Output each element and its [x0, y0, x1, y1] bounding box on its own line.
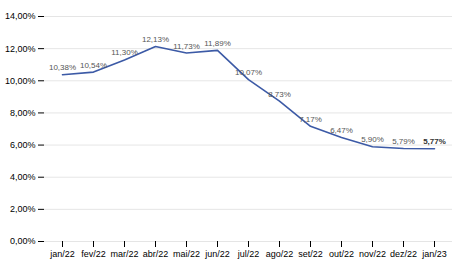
svg-text:jan/22: jan/22 — [49, 249, 75, 259]
svg-text:dez/22: dez/22 — [390, 249, 417, 259]
svg-text:jul/22: jul/22 — [237, 249, 260, 259]
svg-text:mai/22: mai/22 — [173, 249, 200, 259]
svg-text:10,00%: 10,00% — [5, 76, 36, 86]
svg-text:jan/23: jan/23 — [421, 249, 447, 259]
svg-text:8,00%: 8,00% — [10, 108, 36, 118]
svg-text:set/22: set/22 — [298, 249, 323, 259]
svg-text:5,77%: 5,77% — [423, 137, 446, 146]
svg-text:5,79%: 5,79% — [392, 137, 415, 146]
svg-text:11,30%: 11,30% — [111, 48, 138, 57]
svg-text:4,00%: 4,00% — [10, 172, 36, 182]
svg-text:12,00%: 12,00% — [5, 44, 36, 54]
svg-text:abr/22: abr/22 — [143, 249, 169, 259]
svg-text:mar/22: mar/22 — [110, 249, 138, 259]
svg-text:10,54%: 10,54% — [80, 61, 107, 70]
svg-text:6,00%: 6,00% — [10, 140, 36, 150]
svg-text:10,38%: 10,38% — [49, 63, 76, 72]
svg-text:14,00%: 14,00% — [5, 11, 36, 21]
svg-text:11,89%: 11,89% — [204, 39, 231, 48]
svg-text:5,90%: 5,90% — [361, 135, 384, 144]
svg-text:0,00%: 0,00% — [10, 236, 36, 246]
svg-text:jun/22: jun/22 — [204, 249, 230, 259]
svg-text:7,17%: 7,17% — [299, 115, 322, 124]
svg-text:8,73%: 8,73% — [268, 90, 291, 99]
svg-text:fev/22: fev/22 — [81, 249, 106, 259]
svg-text:11,73%: 11,73% — [173, 42, 200, 51]
svg-text:6,47%: 6,47% — [330, 126, 353, 135]
svg-text:out/22: out/22 — [329, 249, 354, 259]
svg-text:ago/22: ago/22 — [266, 249, 294, 259]
svg-text:nov/22: nov/22 — [359, 249, 386, 259]
svg-text:2,00%: 2,00% — [10, 204, 36, 214]
svg-text:12,13%: 12,13% — [142, 35, 169, 44]
svg-text:10,07%: 10,07% — [235, 68, 262, 77]
